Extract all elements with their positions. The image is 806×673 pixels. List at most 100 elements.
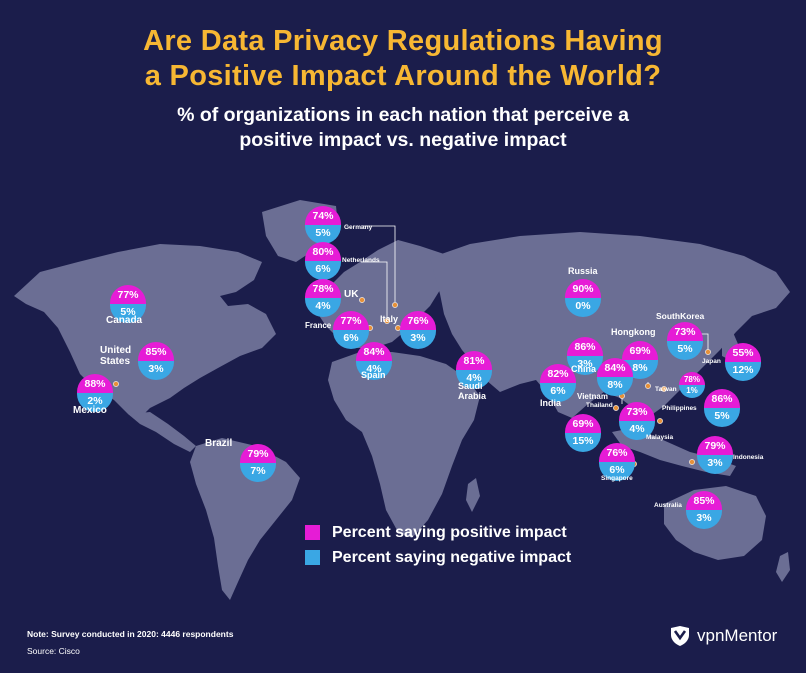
spain-positive: 84% [356, 342, 392, 361]
indonesia-positive: 79% [697, 436, 733, 455]
label-southkorea: SouthKorea [656, 311, 705, 321]
legend-negative-swatch [305, 550, 320, 565]
subtitle: % of organizations in each nation that p… [0, 103, 806, 153]
mexico-positive: 88% [77, 374, 113, 393]
legend-positive: Percent saying positive impact [305, 520, 571, 545]
saudi-arabia-negative: 4% [456, 370, 492, 389]
france-positive: 77% [333, 311, 369, 330]
italy-negative: 3% [400, 330, 436, 349]
singapore-negative: 6% [599, 462, 635, 481]
survey-note: Note: Survey conducted in 2020: 4446 res… [27, 629, 234, 639]
legend-negative: Percent saying negative impact [305, 545, 571, 570]
label-vietnam: Vietnam [577, 392, 608, 401]
bubble-united-states: 85% 3% [138, 342, 174, 380]
bubble-italy: 76% 3% [400, 311, 436, 349]
singapore-positive: 76% [599, 443, 635, 462]
canada-positive: 77% [110, 285, 146, 304]
label-australia: Australia [654, 502, 682, 509]
malaysia-positive: 73% [619, 402, 655, 421]
label-saudi-arabia: Saudi Arabia [458, 381, 486, 401]
subtitle-line-2: positive impact vs. negative impact [239, 129, 567, 151]
southkorea-positive: 73% [667, 322, 703, 341]
legend-positive-swatch [305, 525, 320, 540]
hongkong-positive: 69% [622, 341, 658, 360]
bubble-saudi-arabia: 81% 4% [456, 351, 492, 389]
bubble-southkorea: 73% 5% [667, 322, 703, 360]
label-saudi-line2: Arabia [458, 391, 487, 401]
label-philippines: Philippines [662, 405, 697, 412]
bubble-vietnam: 84% 8% [597, 358, 633, 396]
bubble-singapore: 76% 6% [599, 443, 635, 481]
netherlands-negative: 6% [305, 261, 341, 280]
label-thailand: Thailand [586, 402, 613, 409]
japan-positive: 55% [725, 343, 761, 362]
title-line-2: a Positive Impact Around the World? [144, 60, 662, 92]
netherlands-positive: 80% [305, 242, 341, 261]
bubble-malaysia: 73% 4% [619, 402, 655, 440]
label-france: France [305, 321, 332, 330]
thailand-positive: 69% [565, 414, 601, 433]
legend-negative-label: Percent saying negative impact [332, 548, 572, 566]
japan-negative: 12% [725, 362, 761, 381]
label-china: China [571, 364, 597, 374]
label-italy: Italy [380, 314, 399, 324]
source-text: Source: Cisco [27, 646, 80, 656]
spain-negative: 4% [356, 361, 392, 380]
label-brazil: Brazil [205, 438, 233, 449]
label-spain: Spain [361, 370, 386, 380]
italy-positive: 76% [400, 311, 436, 330]
bubble-thailand: 69% 15% [565, 414, 601, 452]
bubble-spain: 84% 4% [356, 342, 392, 380]
bubble-philippines: 86% 5% [704, 389, 740, 427]
north-america-landmass [14, 244, 276, 420]
india-positive: 82% [540, 364, 576, 383]
indonesia-negative: 3% [697, 455, 733, 474]
label-indonesia: Indonesia [733, 454, 764, 461]
united-states-negative: 3% [138, 361, 174, 380]
label-singapore: Singapore [601, 475, 633, 482]
label-canada: Canada [106, 315, 143, 326]
vietnam-negative: 8% [597, 377, 633, 396]
china-positive: 86% [567, 337, 603, 356]
canada-negative: 5% [110, 304, 146, 323]
india-negative: 6% [540, 383, 576, 402]
label-uk: UK [344, 289, 359, 300]
label-germany: Germany [344, 224, 373, 231]
bubble-brazil: 79% 7% [240, 444, 276, 482]
russia-negative: 0% [565, 298, 601, 317]
australia-negative: 3% [686, 510, 722, 529]
uk-positive: 78% [305, 279, 341, 298]
bubble-uk: 78% 4% [305, 279, 341, 317]
australia-positive: 85% [686, 491, 722, 510]
malaysia-negative: 4% [619, 421, 655, 440]
label-malaysia: Malaysia [646, 434, 674, 441]
title-line-1: Are Data Privacy Regulations Having [143, 25, 663, 57]
taiwan-negative: 1% [679, 385, 705, 398]
philippines-negative: 5% [704, 408, 740, 427]
france-negative: 6% [333, 330, 369, 349]
thailand-negative: 15% [565, 433, 601, 452]
taiwan-positive: 78% [679, 372, 705, 385]
russia-positive: 90% [565, 279, 601, 298]
bubble-indonesia: 79% 3% [697, 436, 733, 474]
label-india: India [540, 398, 562, 408]
madagascar-landmass [466, 478, 480, 512]
legend-positive-label: Percent saying positive impact [332, 523, 567, 541]
china-negative: 3% [567, 356, 603, 375]
bubble-australia: 85% 3% [686, 491, 722, 529]
label-japan: Japan [702, 358, 721, 365]
bubble-russia: 90% 0% [565, 279, 601, 317]
brazil-negative: 7% [240, 463, 276, 482]
bubble-mexico: 88% 2% [77, 374, 113, 412]
saudi-arabia-positive: 81% [456, 351, 492, 370]
legend: Percent saying positive impact Percent s… [305, 520, 571, 570]
philippines-positive: 86% [704, 389, 740, 408]
united-states-positive: 85% [138, 342, 174, 361]
label-us-line2: States [100, 356, 131, 367]
germany-negative: 5% [305, 225, 341, 244]
bubble-china: 86% 3% [567, 337, 603, 375]
bubble-india: 82% 6% [540, 364, 576, 402]
mexico-negative: 2% [77, 393, 113, 412]
bubble-taiwan: 78% 1% [679, 372, 705, 398]
southkorea-negative: 5% [667, 341, 703, 360]
